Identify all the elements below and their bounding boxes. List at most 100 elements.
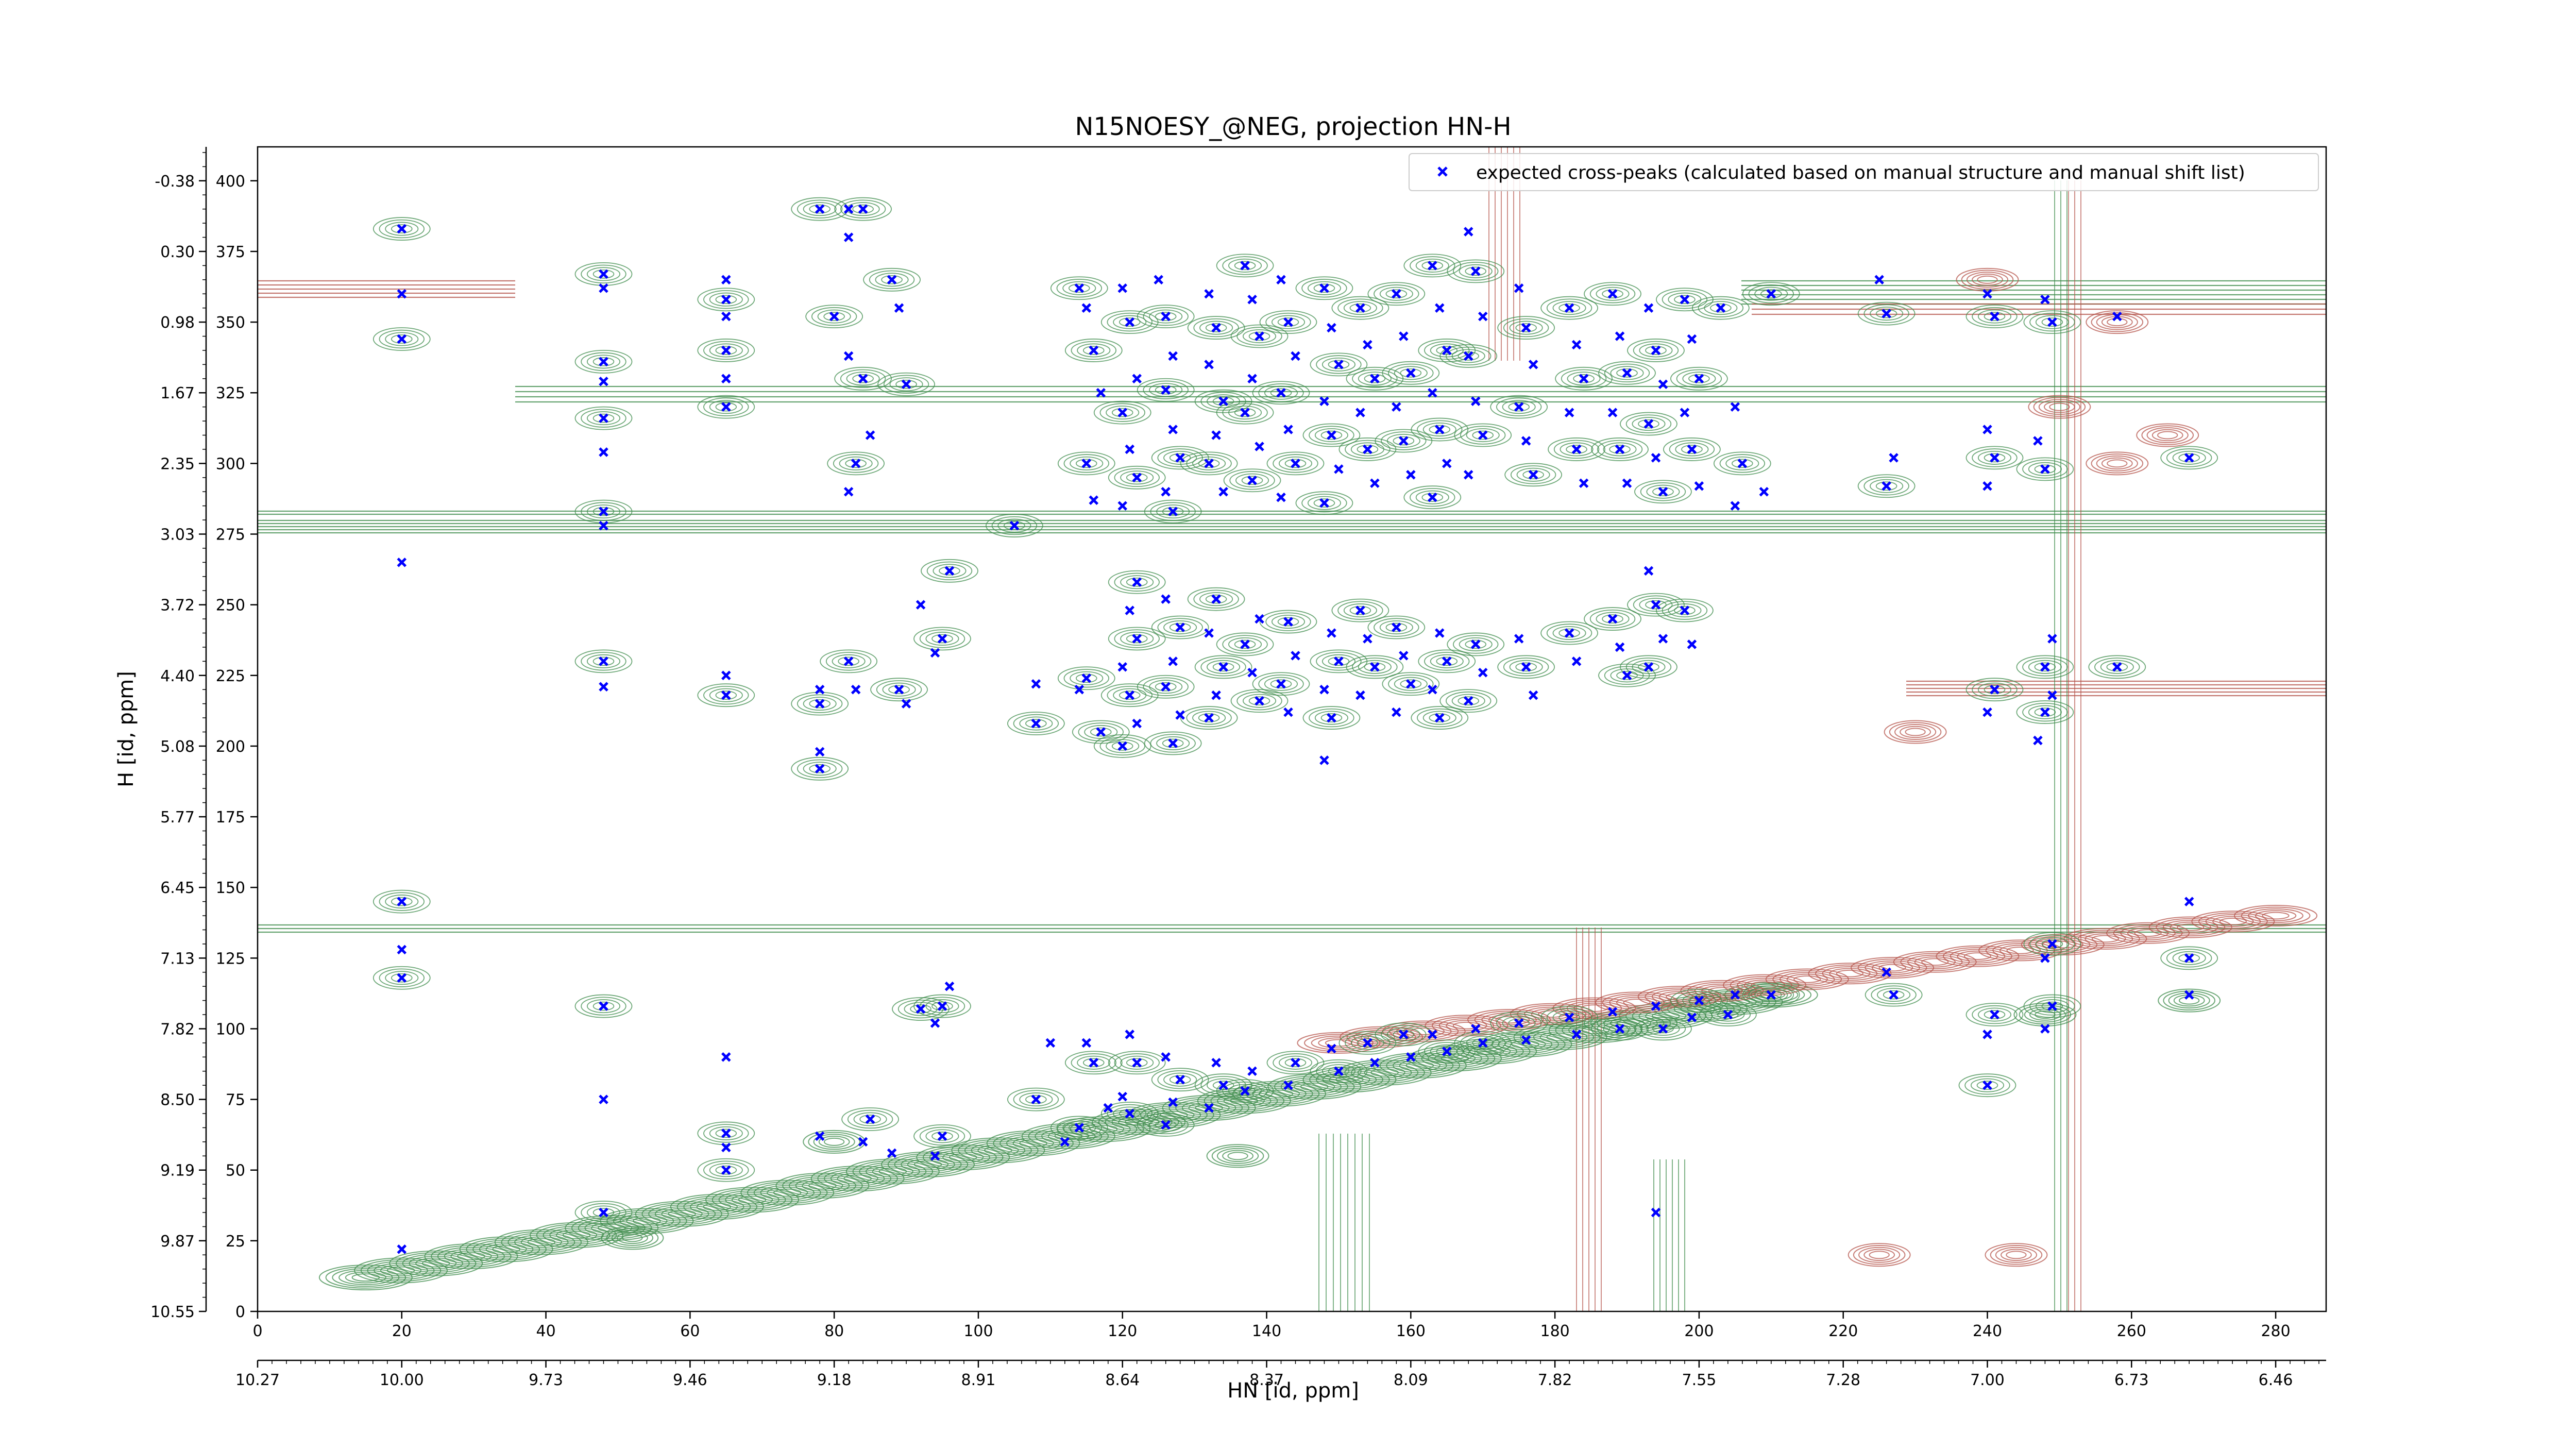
contour-blob (1108, 627, 1166, 651)
contour-blob (877, 372, 935, 396)
cross-peak-point (1428, 261, 1437, 271)
plot-frame (257, 146, 2327, 1312)
cross-peak-point (1334, 1066, 1344, 1076)
contour-blob (791, 692, 849, 716)
contour-blob (2136, 423, 2199, 447)
cross-peak-point (1074, 283, 1084, 293)
cross-peak-point (1435, 713, 1445, 723)
cross-peak-point (599, 507, 608, 516)
contour-blob (1865, 983, 1923, 1007)
cross-peak-point (1766, 990, 1776, 1000)
cross-peak-point (1132, 1058, 1142, 1068)
cross-peak-point (1327, 430, 1336, 440)
cross-peak-point (2040, 707, 2050, 717)
cross-peak-point (1651, 1001, 1661, 1011)
cross-peak-point (1478, 311, 1488, 322)
y2-tick-label: 9.87 (160, 1233, 195, 1251)
contour-blob (1050, 276, 1108, 300)
contour-band (258, 510, 2326, 515)
contour-blob (1627, 339, 1685, 362)
cross-peak-point (858, 204, 868, 214)
cross-peak-point (1982, 425, 1992, 434)
y-tick-label: 400 (216, 173, 245, 191)
contour-blob (1050, 1116, 1108, 1140)
cross-peak-point (397, 334, 407, 344)
x-axis: 0 20 40 60 80 100 120 140 160 180 200 220 240 260 280 (252, 1311, 2291, 1340)
cross-peak-point (1687, 639, 1697, 649)
y2-tick-label: 5.08 (160, 738, 195, 756)
cross-peak-point (858, 374, 868, 384)
cross-peak-point (1571, 340, 1582, 350)
cross-peak-point (2047, 317, 2057, 327)
contour-blob (1663, 437, 1721, 461)
cross-peak-point (1759, 486, 1769, 497)
cross-peak-point (1355, 408, 1365, 417)
cross-peak-point (894, 684, 904, 695)
cross-peak-point (1168, 738, 1178, 748)
cross-peak-point (1658, 1024, 1668, 1034)
cross-peak-point (1730, 501, 1740, 511)
cross-peak-point (1370, 1058, 1380, 1068)
contour-blob (1411, 417, 1469, 442)
x2-tick-label: 10.00 (380, 1371, 424, 1389)
cross-peak-point (1089, 345, 1099, 356)
contour-blob (1540, 621, 1598, 645)
y2-tick-label: 10.55 (150, 1303, 195, 1321)
cross-peak-point (1276, 275, 1286, 285)
cross-peak-point (1428, 492, 1437, 502)
cross-peak-point (843, 232, 854, 242)
cross-peak-point (1319, 755, 1329, 765)
cross-peak-point (1125, 317, 1135, 327)
cross-peak-point (1694, 996, 1704, 1005)
cross-peak-point (1031, 1094, 1041, 1104)
cross-peak-point (1161, 385, 1171, 395)
cross-peak-point (1392, 622, 1401, 632)
cross-peak-point (1255, 696, 1264, 706)
x2-tick-label: 8.91 (961, 1371, 996, 1389)
cross-peak-point (1363, 1038, 1372, 1048)
y-axis: 0 25 50 75 100 125 150 175 200 225 250 275 300 325 350… (216, 173, 258, 1321)
contour-band (1752, 303, 2326, 315)
contour-blob (1108, 570, 1166, 594)
contour-band (258, 280, 515, 298)
cross-peak-point (1428, 387, 1437, 398)
cross-peak-point (1081, 303, 1092, 313)
cross-peak-point (1651, 453, 1661, 463)
cross-peak-point (599, 1001, 608, 1011)
contour-blob (1985, 1243, 2048, 1267)
cross-peak-point (1240, 639, 1250, 649)
cross-peak-point (1463, 470, 1473, 480)
cross-peak-point (843, 656, 854, 666)
contour-blob (1252, 672, 1310, 696)
cross-peak-point (1399, 1030, 1409, 1039)
cross-peak-point (599, 447, 608, 457)
cross-peak-point (1204, 1103, 1214, 1113)
x2-tick-label: 10.27 (235, 1371, 280, 1389)
x-tick-label: 80 (824, 1322, 844, 1340)
contour-blob (1151, 615, 1209, 639)
cross-peak-point (1009, 520, 1020, 531)
contour-blob (1144, 731, 1202, 755)
cross-peak-point (2047, 1001, 2057, 1011)
contour-blob (2160, 446, 2218, 470)
cross-peak-point (1161, 1120, 1171, 1130)
contour-band (2054, 180, 2067, 1311)
cross-peak-point (1132, 374, 1142, 384)
contour-blob (1259, 310, 1317, 334)
cross-peak-point (1571, 656, 1582, 666)
contour-blob (1620, 412, 1677, 436)
cross-peak-point (901, 699, 911, 709)
x2-tick-label: 6.73 (2114, 1371, 2149, 1389)
cross-peak-point (1428, 684, 1437, 695)
cross-peak-point (1399, 331, 1409, 341)
chart-title: N15NOESY_@NEG, projection HN-H (1075, 112, 1511, 141)
cross-peak-point (1882, 481, 1891, 491)
contour-blob (1216, 632, 1274, 656)
cross-peak-point (1680, 408, 1690, 417)
x-tick-label: 180 (1540, 1322, 1569, 1340)
cross-peak-point (1528, 470, 1538, 480)
cross-peak-point (1211, 1058, 1221, 1068)
y-tick-label: 325 (216, 384, 245, 402)
cross-peak-point (1319, 396, 1329, 406)
cross-peak-point (1514, 1018, 1524, 1028)
